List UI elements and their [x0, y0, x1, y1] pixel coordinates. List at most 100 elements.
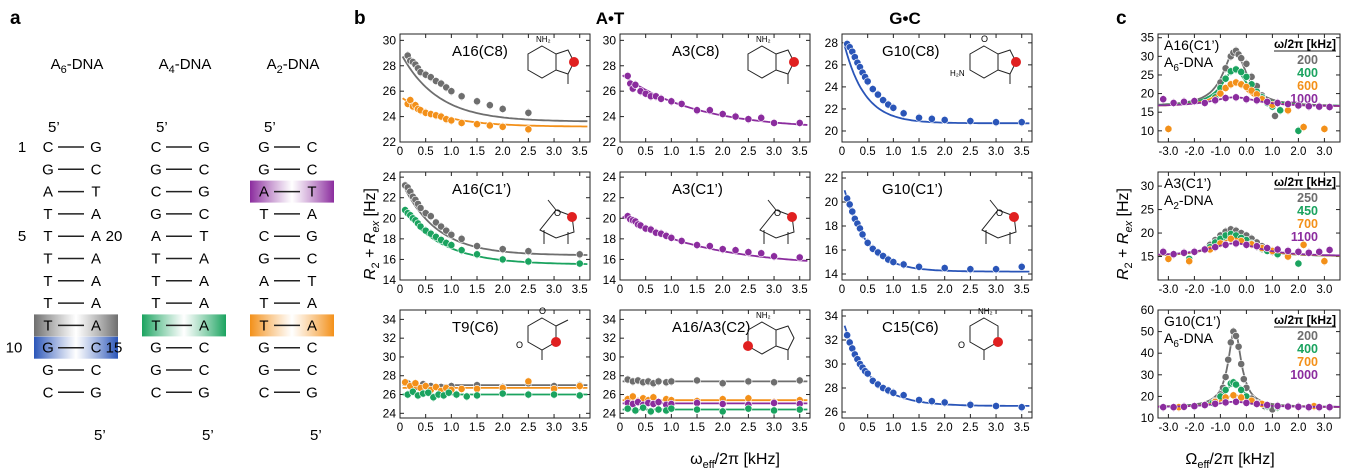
data-point [889, 258, 898, 266]
x-tick-label: 1.5 [689, 422, 705, 434]
data-point [1271, 112, 1279, 120]
base-left: T [259, 317, 268, 334]
data-point [1221, 373, 1230, 381]
data-point [667, 377, 676, 386]
pyrimidine-ring [969, 317, 999, 351]
x-tick-label: 2.5 [520, 284, 536, 296]
y-tick-label: 24 [383, 406, 397, 420]
chart-subtitle: A6-DNA [1164, 330, 1214, 350]
data-point [575, 259, 584, 268]
fit-curve [401, 183, 588, 256]
residue-number: 20 [106, 228, 123, 245]
data-point [1200, 245, 1209, 254]
x-tick-label: 2.0 [495, 284, 511, 296]
data-point [1252, 400, 1261, 408]
purine-adenine-structure-icon: NH₂ [527, 35, 579, 84]
y-tick-label: 14 [825, 267, 839, 281]
data-point [1180, 97, 1188, 106]
data-point [1242, 82, 1251, 91]
y-tick-label: 30 [383, 350, 397, 364]
atom-label: O [516, 340, 523, 350]
data-point [667, 404, 676, 413]
highlighted-atom [567, 212, 577, 222]
data-point [1232, 93, 1240, 102]
x-tick-label: 1.0 [885, 422, 901, 434]
sugar-structure-icon: O [759, 199, 797, 244]
base-right: A [91, 206, 101, 223]
highlighted-atom [743, 341, 753, 351]
atom-label: NH₂ [756, 35, 771, 44]
x-tick-label: -2.0 [1184, 422, 1204, 434]
data-point [1299, 123, 1308, 132]
data-point [1232, 332, 1240, 340]
x-tick-label: 0 [839, 284, 845, 296]
data-point [1325, 246, 1334, 254]
x-tick-label: 1.0 [885, 284, 901, 296]
y-tick-label: 50 [1141, 325, 1155, 339]
data-point [899, 109, 908, 118]
plot-frame [399, 171, 591, 281]
x-tick-label: 3.5 [1014, 422, 1030, 434]
chart-subtitle: A2-DNA [1164, 192, 1214, 212]
y-tick-label: 28 [603, 59, 617, 73]
data-point [1237, 68, 1246, 76]
data-point [1221, 74, 1230, 83]
data-point [1216, 89, 1225, 98]
y-tick-label: 25 [1141, 203, 1155, 217]
data-point [940, 398, 949, 407]
y-tick-label: 14 [603, 273, 617, 287]
data-point [718, 407, 727, 416]
atom-label: O [996, 208, 1003, 218]
plot-frame [619, 33, 811, 143]
base-left: A [259, 273, 269, 290]
purine-five-ring [997, 49, 1017, 75]
x-tick-label: -1.0 [1210, 146, 1230, 158]
highlighted-atom [787, 212, 797, 222]
thymine-structure-icon: OO [516, 306, 569, 360]
chart-A16C1p: 14 16 18 20 22 24 0 0.5 1.0 1.5 2.0 2.5 3.0 3.5 A16(C1… [383, 170, 591, 296]
data-point [424, 388, 433, 397]
data-point [693, 106, 701, 115]
data-point [795, 253, 804, 262]
chart-title: A16(C1’) [1164, 37, 1219, 53]
data-point [843, 331, 852, 340]
data-point [795, 376, 804, 385]
y-tick-label: 20 [1141, 226, 1155, 240]
data-point [731, 246, 740, 255]
data-point [447, 241, 456, 249]
x-tick-label: 1.0 [663, 422, 679, 434]
x-tick-label: 0.5 [638, 146, 654, 158]
data-point [631, 406, 640, 415]
data-point [1320, 257, 1329, 266]
x-tick-label: -3.0 [1158, 146, 1178, 158]
y-tick-label: 20 [825, 195, 839, 209]
x-tick-label: 2.0 [495, 146, 511, 158]
chart-C15C6: 26 28 30 32 34 0 0.5 1.0 1.5 2.0 2.5 3.0 3.5 C15(C6) O… [825, 307, 1033, 434]
y-tick-label: 32 [825, 333, 839, 347]
data-point [1159, 95, 1168, 104]
data-point [1232, 397, 1240, 406]
data-point [1017, 262, 1026, 271]
x-tick-label: 1.5 [911, 146, 927, 158]
y-tick-label: 18 [825, 219, 839, 233]
dna-column-title: A6-DNA [51, 56, 104, 76]
data-point [693, 405, 701, 414]
data-point [1299, 240, 1308, 249]
data-point [992, 402, 1000, 410]
base-right: A [91, 295, 101, 312]
data-point [1304, 102, 1313, 111]
y-tick-label: 18 [603, 232, 617, 246]
data-point [1221, 94, 1230, 102]
data-point [416, 222, 425, 231]
x-tick-label: -2.0 [1184, 146, 1204, 158]
x-tick-label: 3.5 [572, 422, 588, 434]
x-tick-label: -3.0 [1158, 422, 1178, 434]
data-point [899, 391, 908, 400]
chart-title: G10(C8) [882, 43, 940, 60]
x-tick-label: 1.5 [469, 422, 485, 434]
plot-frame [619, 171, 811, 281]
x-tick-label: 3.0 [546, 422, 562, 434]
data-point [444, 388, 453, 397]
data-point [1159, 403, 1168, 412]
atom-label: NH₂ [978, 307, 993, 316]
